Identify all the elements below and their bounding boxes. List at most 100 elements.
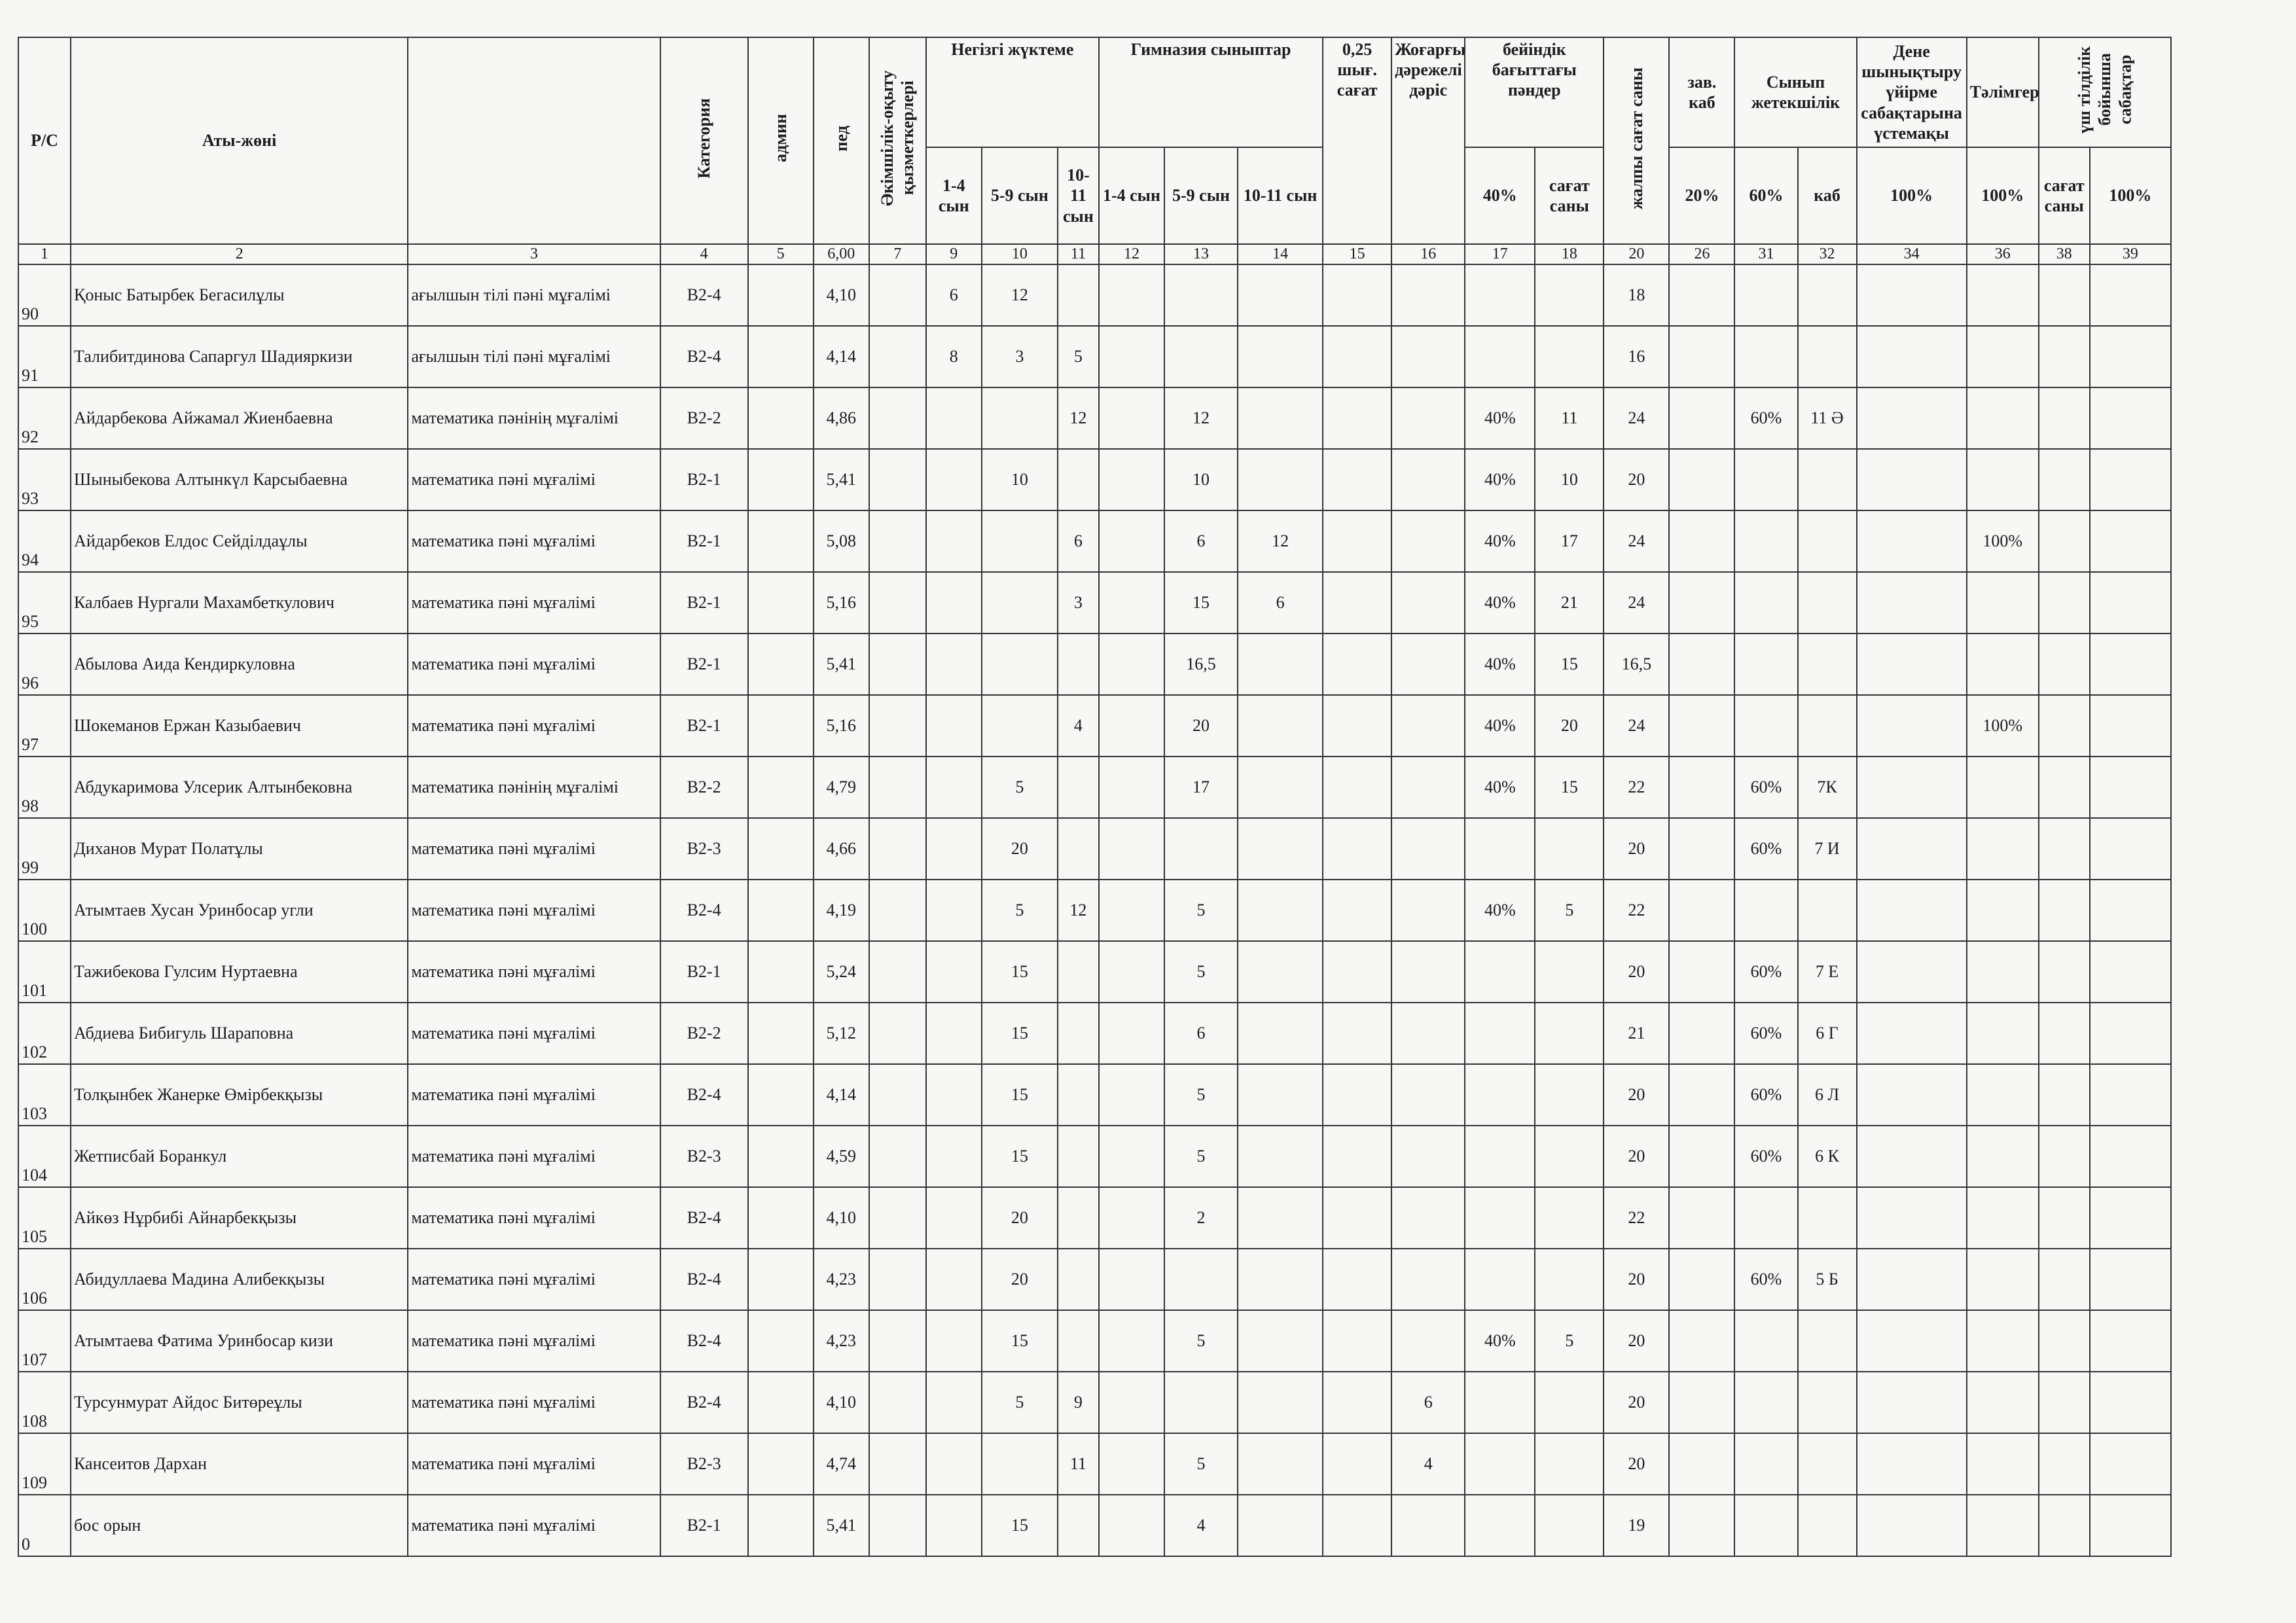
column-number: 2 (70, 243, 409, 265)
header-cell: Аты-жөні (70, 37, 409, 245)
cell (1668, 817, 1736, 880)
cell: 40% (1464, 694, 1536, 757)
table-row: 100 Атымтаев Хусан Уринбосар угли математи… (17, 879, 2172, 942)
cell (1322, 756, 1393, 819)
cell: 4 (1391, 1433, 1466, 1495)
cell: 12 (1056, 387, 1100, 450)
cell (1534, 1371, 1605, 1434)
cell (868, 510, 927, 573)
row-number: 95 (17, 571, 72, 634)
teacher-name: Толқынбек Жанерке Өмірбекқызы (70, 1063, 409, 1126)
cell (1856, 633, 1967, 696)
cell (1668, 694, 1736, 757)
cell (2037, 1248, 2090, 1311)
cell (1668, 510, 1736, 573)
cell: 4,19 (812, 879, 870, 942)
cell: В2-4 (659, 325, 749, 388)
column-number: 26 (1668, 243, 1736, 265)
row-number: 108 (17, 1371, 72, 1434)
row-number: 98 (17, 756, 72, 819)
cell (2089, 571, 2172, 634)
subject: математика пәні мұғалімі (407, 1186, 661, 1249)
cell (1322, 940, 1393, 1003)
cell (980, 387, 1058, 450)
column-number: 38 (2037, 243, 2090, 265)
cell: 40% (1464, 633, 1536, 696)
cell (1668, 1494, 1736, 1557)
cell (1056, 264, 1100, 327)
cell: В2-2 (659, 756, 749, 819)
cell (2037, 879, 2090, 942)
cell: 40% (1464, 1310, 1536, 1372)
cell: 15 (980, 1063, 1058, 1126)
cell: В2-1 (659, 448, 749, 511)
cell (1237, 1310, 1324, 1372)
cell (1322, 1186, 1393, 1249)
cell (1098, 1002, 1165, 1065)
subject: математика пәні мұғалімі (407, 633, 661, 696)
cell (1668, 633, 1736, 696)
cell (925, 448, 982, 511)
cell (747, 1002, 814, 1065)
cell (747, 1433, 814, 1495)
teacher-name: Жетписбай Боранкул (70, 1125, 409, 1188)
cell (1734, 633, 1799, 696)
cell (747, 571, 814, 634)
cell (1464, 940, 1536, 1003)
cell (868, 1433, 927, 1495)
cell (747, 879, 814, 942)
cell: В2-2 (659, 1002, 749, 1065)
cell (925, 1494, 982, 1557)
cell (1534, 940, 1605, 1003)
cell (1734, 1433, 1799, 1495)
cell: 21 (1603, 1002, 1670, 1065)
cell (1797, 264, 1857, 327)
cell: 4,10 (812, 1371, 870, 1434)
column-number: 20 (1603, 243, 1670, 265)
cell (1797, 1371, 1857, 1434)
teacher-name: Абдиева Бибигуль Шараповна (70, 1002, 409, 1065)
row-number: 101 (17, 940, 72, 1003)
cell (2089, 1310, 2172, 1372)
cell: 11 Ә (1797, 387, 1857, 450)
cell (925, 1002, 982, 1065)
column-number: 9 (925, 243, 982, 265)
cell (747, 510, 814, 573)
cell (2037, 1125, 2090, 1188)
row-number: 94 (17, 510, 72, 573)
cell (925, 879, 982, 942)
cell: 60% (1734, 817, 1799, 880)
column-number-row: 1 2 3 4 5 6,00 7 9 10 11 12 13 14 15 16 17 18 20 26 31 32 34 3… (17, 243, 2172, 265)
header-text: жалпы сағат саны (1626, 67, 1646, 209)
cell: 5 (980, 879, 1058, 942)
cell: 15 (980, 1002, 1058, 1065)
subject: математика пәні мұғалімі (407, 1248, 661, 1311)
cell: 20 (1603, 1125, 1670, 1188)
cell (1856, 325, 1967, 388)
cell (1734, 325, 1799, 388)
cell: 20 (1603, 1371, 1670, 1434)
teacher-name: бос орын (70, 1494, 409, 1557)
cell: В2-4 (659, 1248, 749, 1311)
cell (2037, 1063, 2090, 1126)
table-row: 90 Қоныс Батырбек Бегасилұлы ағылшын тілі … (17, 264, 2172, 327)
table-row: 108 Турсунмурат Айдос Битөреұлы математика… (17, 1371, 2172, 1434)
cell (925, 571, 982, 634)
table-row: 101 Тажибекова Гулсим Нуртаевна математика… (17, 940, 2172, 1003)
cell: 6 (1391, 1371, 1466, 1434)
header-text: үш тілділік бойынша сабақтар (2075, 46, 2135, 134)
cell: 9 (1056, 1371, 1100, 1434)
cell: 40% (1464, 510, 1536, 573)
teacher-name: Айдарбекова Айжамал Жиенбаевна (70, 387, 409, 450)
cell: 40% (1464, 756, 1536, 819)
cell: 24 (1603, 571, 1670, 634)
cell: 11 (1056, 1433, 1100, 1495)
cell (1322, 448, 1393, 511)
cell (1056, 817, 1100, 880)
cell: 5 (1163, 1433, 1239, 1495)
cell (747, 264, 814, 327)
cell (1856, 694, 1967, 757)
column-number: 18 (1534, 243, 1605, 265)
subheader-cell: 1-4 сын (1098, 147, 1165, 245)
cell: 6 (1237, 571, 1324, 634)
